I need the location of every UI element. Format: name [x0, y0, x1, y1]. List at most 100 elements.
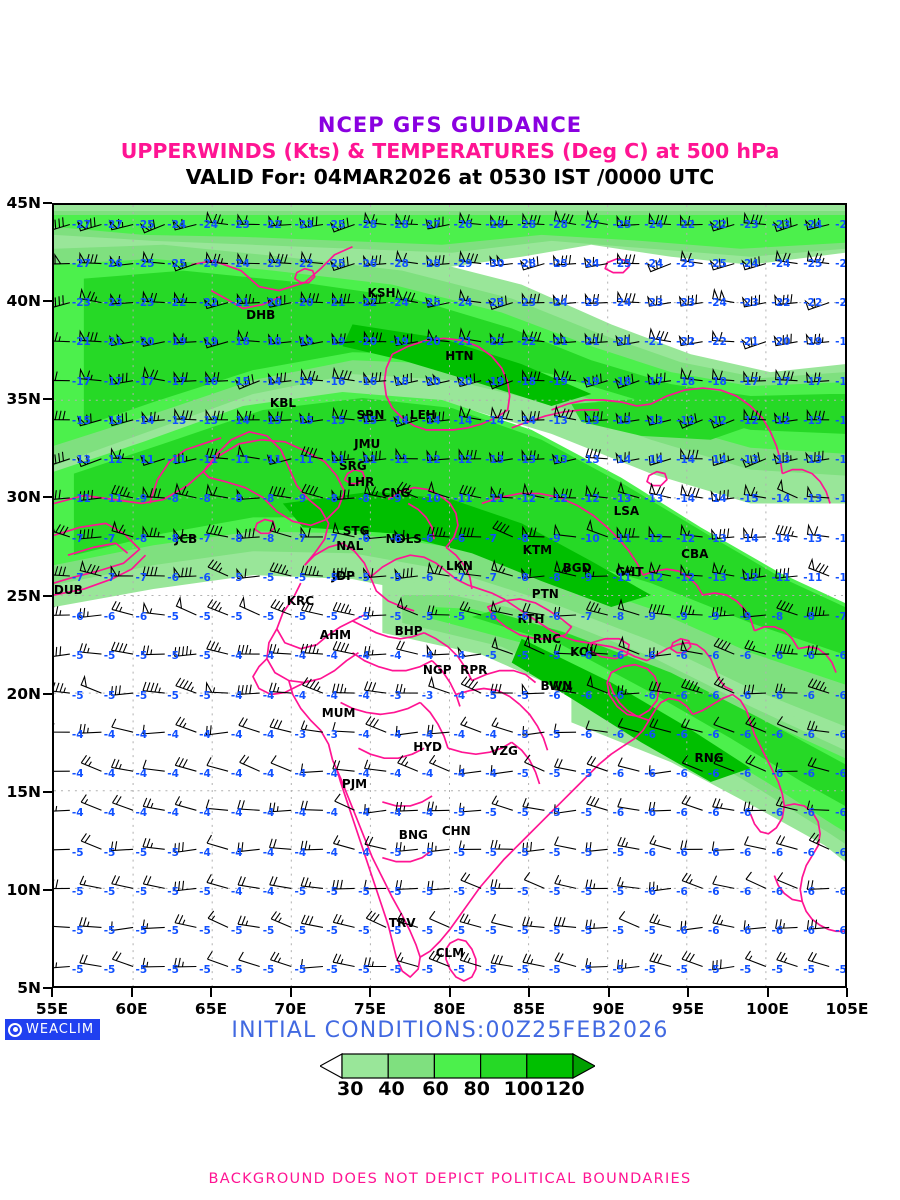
temperature-value: -21 [739, 336, 759, 349]
temperature-value: -21 [71, 336, 91, 349]
temperature-value: -11 [230, 454, 250, 467]
wind-barb [54, 962, 70, 969]
temperature-value: -6 [835, 925, 847, 938]
temperature-value: -6 [580, 650, 593, 663]
wind-barb [522, 916, 545, 928]
temperature-value: -6 [739, 807, 752, 820]
weaclim-logo[interactable]: WEACLIM [5, 1019, 101, 1040]
wind-barb [585, 720, 608, 733]
wind-barb [396, 952, 419, 968]
wind-barb [458, 327, 482, 343]
temperature-value: -4 [326, 807, 338, 820]
wind-barb [522, 797, 545, 811]
wind-barb [363, 804, 387, 814]
colorbar[interactable] [320, 1052, 595, 1080]
wind-barb [427, 724, 450, 735]
wind-barb [78, 251, 102, 265]
temperature-value: -12 [644, 532, 664, 545]
wind-barb [54, 332, 70, 343]
temperature-value: -10 [580, 532, 600, 545]
temperature-value: -6 [803, 728, 815, 741]
station-label: LEH [409, 407, 436, 422]
y-axis-tick [43, 202, 52, 204]
wind-barb [680, 447, 703, 460]
temperature-value: -25 [676, 257, 696, 270]
wind-barb [553, 404, 577, 421]
temperature-value: -6 [135, 611, 148, 624]
wind-barb [363, 645, 387, 656]
wind-barb [396, 596, 419, 616]
temperature-value: -4 [135, 807, 148, 820]
wind-barb [648, 603, 672, 616]
wind-barb [553, 680, 577, 694]
temperature-value: -6 [835, 768, 847, 781]
temperature-value: -19 [548, 375, 568, 388]
wind-barb [205, 447, 229, 460]
wind-barb [363, 211, 387, 226]
temperature-value: -5 [453, 964, 466, 977]
wind-barb [270, 911, 292, 928]
station-label: KTM [522, 543, 553, 558]
weather-map-panel[interactable]: DUB KRC JCB KBL DHB KSH HTN SRN LEH JMU SRG LHR CNG S… [52, 203, 847, 988]
wind-barb [332, 683, 355, 694]
wind-barb [111, 758, 134, 772]
temperature-value: -19 [580, 375, 600, 388]
wind-barb [109, 333, 134, 347]
station-label: CLM [435, 945, 465, 960]
temperature-value: -6 [644, 885, 656, 898]
wind-barb [617, 836, 640, 850]
temperature-value: -6 [739, 728, 752, 741]
wind-barb [54, 723, 70, 733]
temperature-value: -4 [294, 807, 307, 820]
wind-barb [680, 920, 703, 931]
wind-barb [142, 759, 165, 772]
wind-barb [456, 373, 482, 388]
wind-barb [806, 485, 830, 499]
wind-barb [521, 369, 545, 382]
station-label: HYD [413, 739, 442, 754]
wind-barb [395, 447, 418, 460]
wind-barb [586, 795, 608, 811]
wind-barb [743, 684, 766, 695]
temperature-value: -8 [548, 571, 561, 584]
wind-barb [54, 410, 70, 421]
wind-barb [110, 293, 134, 305]
wind-barb [142, 957, 165, 968]
wind-barb [268, 838, 292, 850]
temperature-value: -13 [707, 571, 727, 584]
temperature-value: -12 [453, 454, 473, 467]
temperature-value: -5 [358, 611, 370, 624]
x-axis-label: 90E [592, 1000, 625, 1018]
temperature-value: -10 [421, 493, 441, 506]
wind-barb [711, 841, 735, 852]
wind-barb [78, 329, 102, 343]
wind-barb [142, 875, 165, 889]
wind-barb [332, 759, 355, 772]
wind-barb [425, 296, 450, 308]
wind-barb [713, 676, 735, 694]
temperature-value: -5 [135, 885, 148, 898]
station-label: LHR [347, 474, 375, 489]
temperature-value: -5 [485, 964, 497, 977]
temperature-value: -14 [485, 414, 505, 427]
wind-barb [54, 489, 70, 500]
temperature-value: -5 [135, 689, 148, 702]
temperature-value: -6 [644, 728, 656, 741]
wind-barb [298, 333, 324, 347]
temperature-value: -25 [835, 257, 847, 270]
wind-barb [428, 675, 450, 694]
wind-barb [522, 841, 545, 853]
wind-barb [140, 335, 165, 347]
station-label: PTN [531, 586, 559, 601]
wind-barb [554, 952, 577, 968]
wind-barb [54, 371, 70, 382]
wind-barb [649, 952, 672, 968]
temperature-value: -9 [548, 532, 561, 545]
wind-barb [458, 405, 482, 421]
y-axis-tick [43, 300, 52, 303]
wind-barb [54, 770, 70, 772]
temperature-value: -17 [135, 375, 155, 388]
wind-barb [207, 559, 229, 577]
wind-barb [773, 412, 798, 424]
temperature-value: -12 [676, 532, 696, 545]
